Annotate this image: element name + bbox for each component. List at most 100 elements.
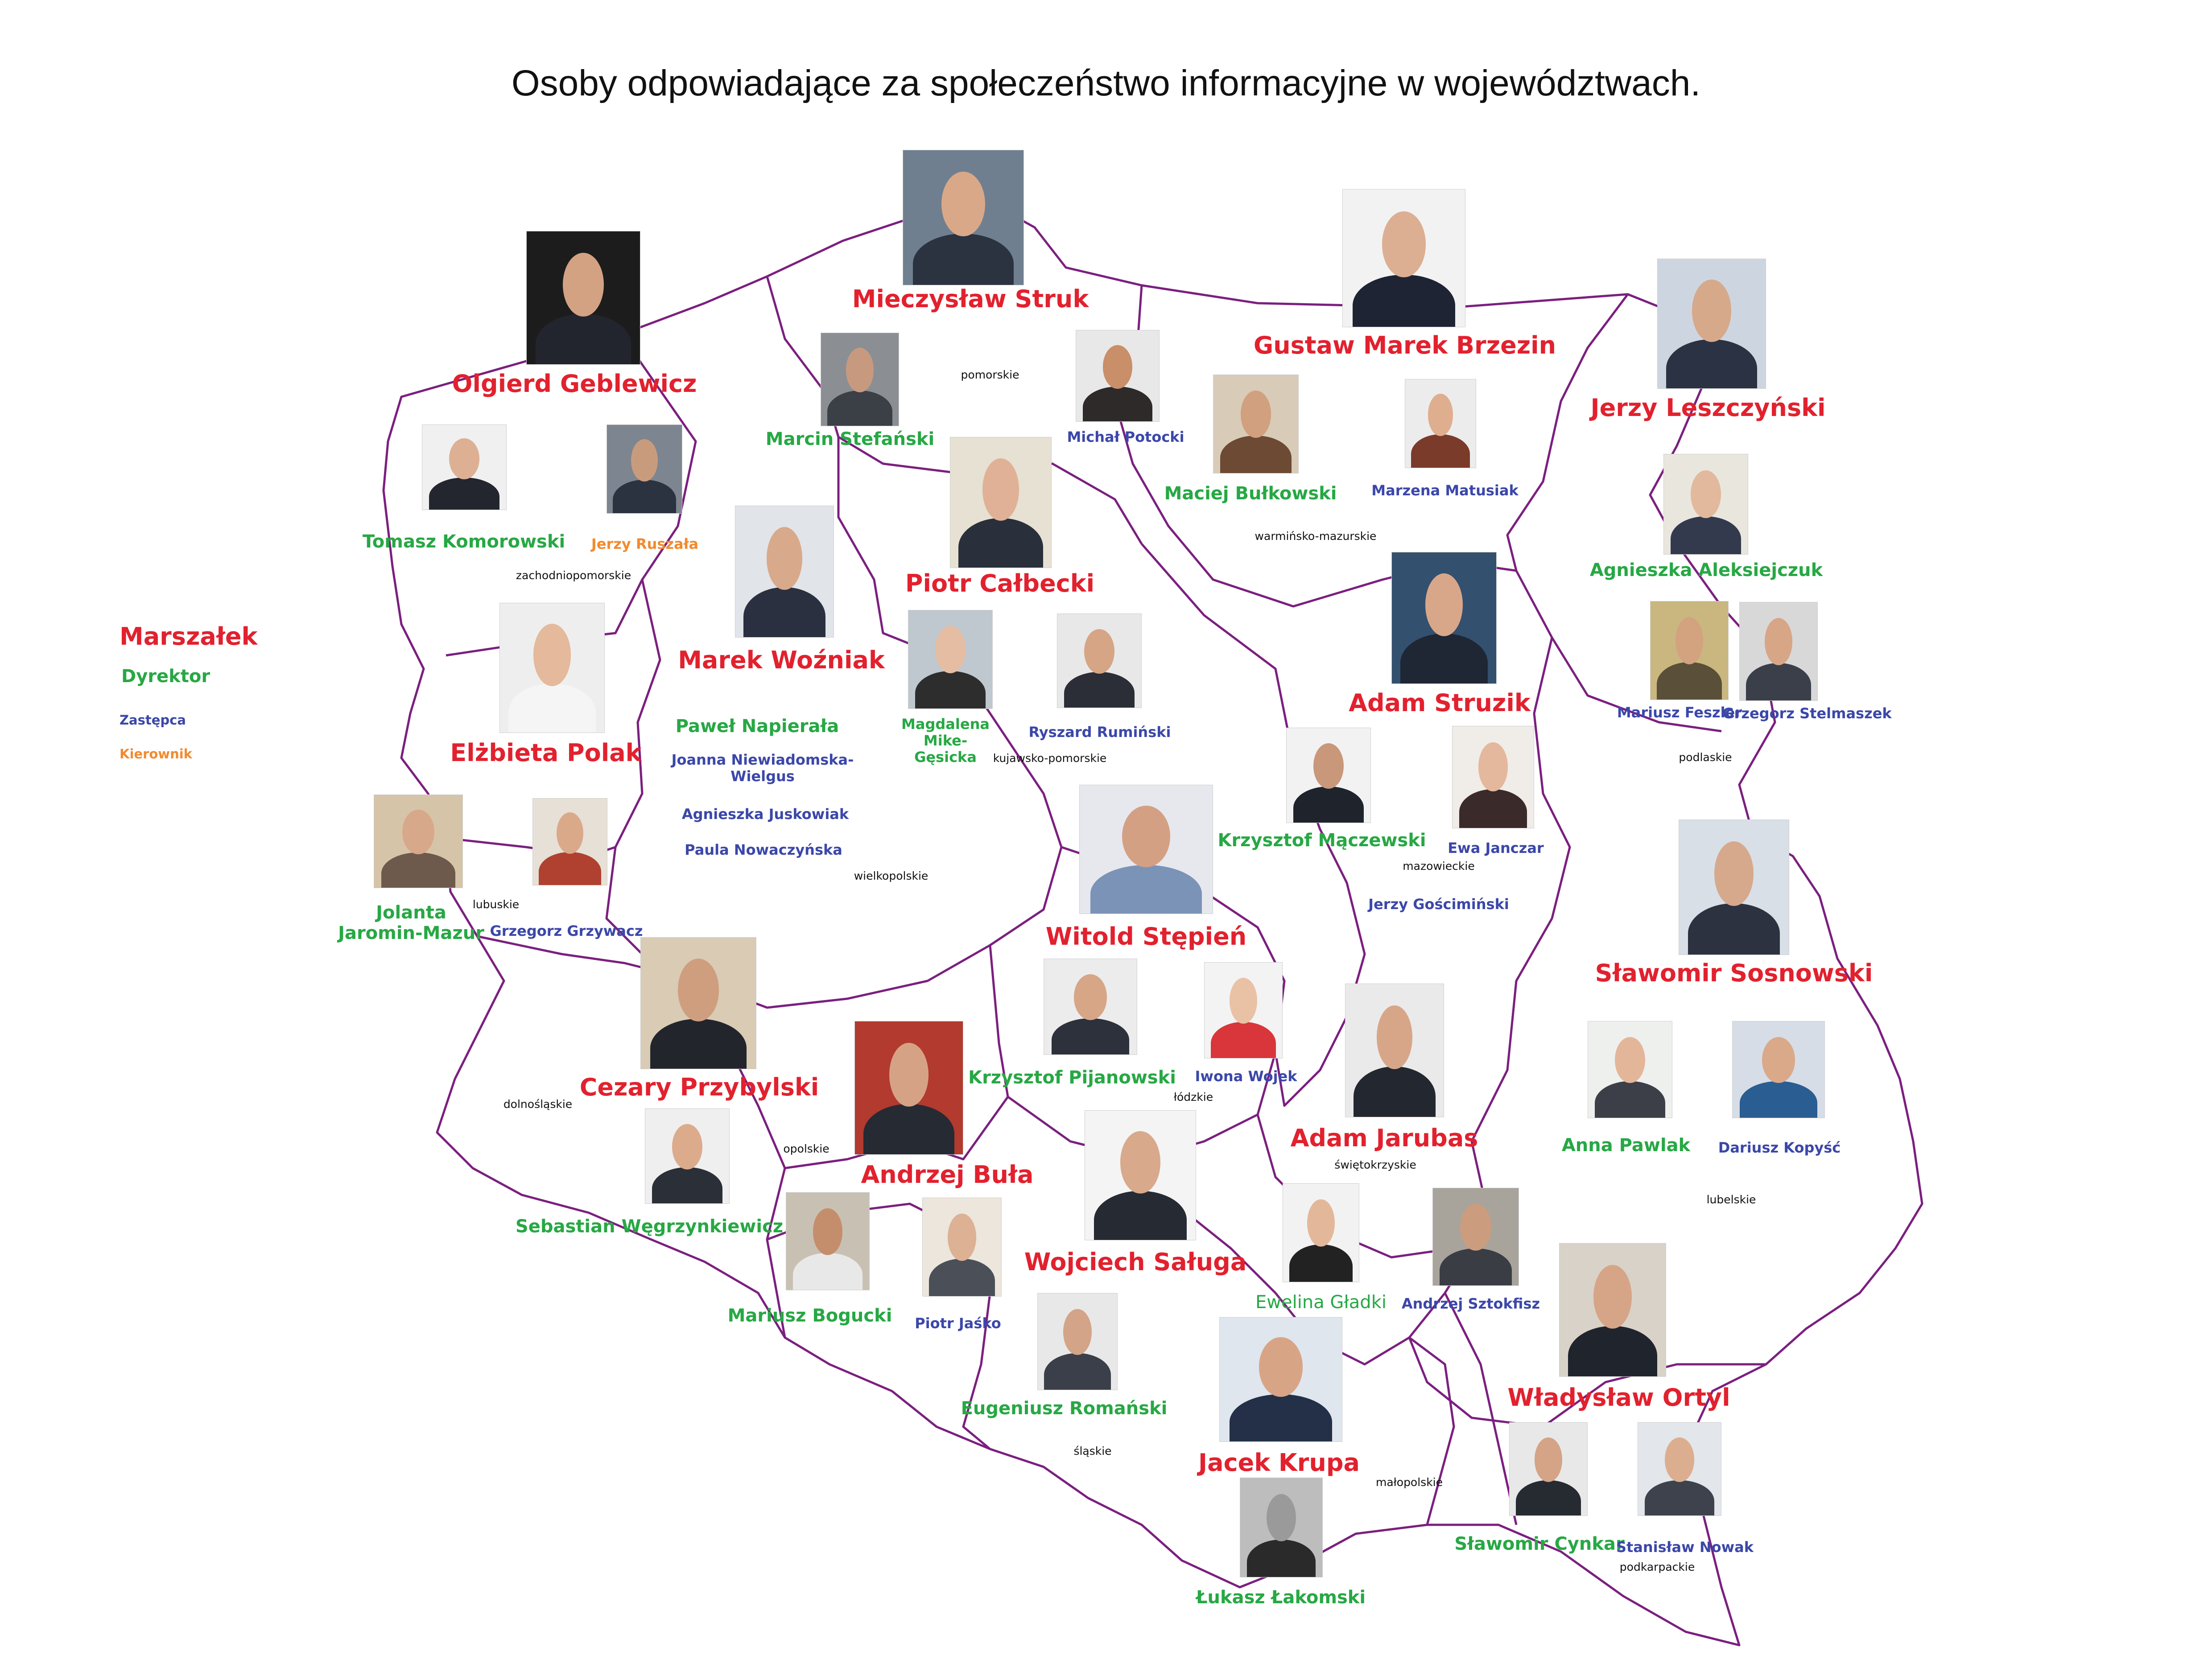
region-slaskie: śląskie: [1073, 1445, 1112, 1457]
name-struk: Mieczysław Struk: [852, 285, 1089, 313]
portrait-shoulders: [1666, 339, 1757, 388]
photo-komorowski: [422, 424, 507, 510]
name-janczar: Ewa Janczar: [1448, 840, 1544, 856]
portrait-shoulders: [1400, 634, 1488, 683]
photo-gladki: [1283, 1183, 1359, 1282]
photo-nowak: [1638, 1422, 1721, 1516]
portrait-face: [941, 172, 985, 237]
name-stefanski: Marcin Stefański: [765, 429, 935, 449]
portrait-shoulders: [1090, 865, 1202, 914]
portrait-shoulders: [1644, 1480, 1715, 1515]
photo-bula: [854, 1021, 963, 1155]
portrait-shoulders: [1459, 789, 1527, 828]
legend-dyrektor: Dyrektor: [121, 666, 210, 687]
region-lubuskie: lubuskie: [472, 898, 520, 911]
photo-jarubas: [1345, 984, 1444, 1117]
border-pomorskie-kujawsko: [766, 276, 1143, 545]
portrait-face: [1534, 1437, 1563, 1482]
portrait-shoulders: [1568, 1326, 1657, 1376]
portrait-shoulders: [1515, 1480, 1581, 1515]
photo-matusiak: [1405, 379, 1476, 468]
name-wegrzynkiewicz: Sebastian Węgrzynkiewicz: [515, 1216, 784, 1237]
name-przybylski: Cezary Przybylski: [579, 1073, 819, 1101]
portrait-shoulders: [1289, 1244, 1353, 1282]
portrait-shoulders: [958, 518, 1043, 568]
portrait-shoulders: [1082, 387, 1153, 421]
name-polak: Elżbieta Polak: [450, 739, 642, 767]
photo-stefanski: [821, 333, 899, 426]
portrait-face: [889, 1042, 929, 1107]
portrait-shoulders: [650, 1019, 747, 1069]
border-wielkopolskie: [605, 437, 1063, 1009]
photo-jasko: [922, 1198, 1002, 1297]
name-grzywacz: Grzegorz Grzywacz: [490, 922, 643, 939]
portrait-face: [767, 527, 802, 590]
portrait-shoulders: [912, 234, 1014, 285]
portrait-shoulders: [1044, 1353, 1111, 1390]
name-napierala: Paweł Napierała: [675, 716, 839, 737]
portrait-face: [1675, 617, 1704, 664]
name-krupa: Jacek Krupa: [1198, 1449, 1360, 1477]
portrait-shoulders: [915, 671, 986, 708]
portrait-face: [533, 624, 571, 686]
region-mazowieckie: mazowieckie: [1403, 860, 1475, 873]
portrait-face: [1664, 1437, 1695, 1482]
photo-feszler: [1650, 601, 1729, 700]
name-ortyl: Władysław Ortyl: [1507, 1383, 1730, 1412]
portrait-face: [1307, 1199, 1335, 1247]
photo-aleksiejczuk: [1663, 454, 1748, 555]
portrait-face: [1382, 211, 1426, 278]
portrait-shoulders: [929, 1259, 995, 1296]
portrait-face: [1691, 470, 1721, 519]
portrait-face: [557, 812, 583, 854]
photo-janczar: [1452, 726, 1534, 828]
photo-kopysc: [1732, 1021, 1825, 1118]
portrait-shoulders: [381, 852, 456, 888]
portrait-face: [935, 626, 966, 673]
region-zachodniopomorskie: zachodniopomorskie: [516, 569, 631, 582]
region-wielkopolskie: wielkopolskie: [854, 869, 929, 882]
photo-mike-gesicka: [908, 610, 993, 709]
portrait-face: [982, 458, 1019, 521]
portrait-shoulders: [1595, 1081, 1665, 1118]
portrait-face: [1692, 280, 1731, 342]
name-juskowiak: Agnieszka Juskowiak: [681, 806, 849, 823]
portrait-face: [1615, 1037, 1645, 1083]
border-mazowieckie: [1141, 543, 1366, 1107]
name-jarubas: Adam Jarubas: [1290, 1124, 1478, 1152]
name-aleksiejczuk: Agnieszka Aleksiejczuk: [1589, 560, 1823, 580]
name-sosnowski: Sławomir Sosnowski: [1595, 959, 1873, 987]
region-swietokrzyskie: świętokrzyskie: [1334, 1158, 1416, 1171]
portrait-face: [1120, 1131, 1160, 1194]
portrait-face: [1428, 393, 1453, 436]
name-bula: Andrzej Buła: [861, 1161, 1034, 1189]
name-gladki: Ewelina Gładki: [1255, 1292, 1387, 1313]
photo-struk: [903, 150, 1024, 285]
portrait-shoulders: [429, 477, 499, 510]
photo-ruszala: [607, 424, 682, 514]
photo-bulkowski: [1213, 375, 1299, 473]
photo-struzik: [1391, 552, 1497, 684]
portrait-shoulders: [1411, 434, 1470, 468]
portrait-shoulders: [613, 479, 676, 513]
name-feszler: Mariusz Feszler: [1617, 704, 1742, 721]
portrait-face: [1240, 391, 1271, 438]
portrait-shoulders: [1440, 1248, 1512, 1285]
photo-polak: [499, 603, 605, 733]
photo-romanski: [1037, 1293, 1118, 1390]
photo-maczewski: [1286, 728, 1371, 823]
portrait-face: [563, 252, 604, 317]
region-malopolskie: małopolskie: [1375, 1476, 1443, 1489]
name-ruminski: Ryszard Rumiński: [1028, 724, 1171, 741]
portrait-shoulders: [1220, 436, 1292, 473]
portrait-shoulders: [1293, 786, 1364, 823]
portrait-face: [813, 1208, 843, 1255]
portrait-face: [948, 1214, 976, 1261]
border-podkarpackie: [1444, 1292, 1518, 1525]
portrait-shoulders: [863, 1103, 954, 1154]
photo-grzywacz: [532, 798, 607, 885]
photo-przybylski: [640, 937, 756, 1069]
portrait-face: [1593, 1264, 1632, 1329]
portrait-shoulders: [1656, 662, 1722, 700]
name-komorowski: Tomasz Komorowski: [362, 531, 565, 552]
